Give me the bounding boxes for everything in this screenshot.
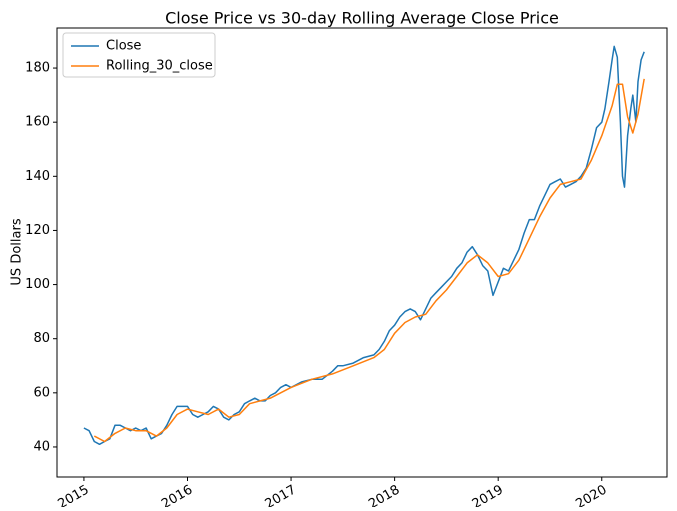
plot-frame xyxy=(56,27,668,478)
y-tick-label: 160 xyxy=(25,115,50,130)
x-tick-label: 2015 xyxy=(56,483,92,507)
x-tick-label: 2020 xyxy=(573,483,609,507)
line-series xyxy=(93,78,645,443)
x-tick-label: 2019 xyxy=(470,483,506,507)
y-tick-label: 40 xyxy=(33,439,50,454)
x-tick-label: 2017 xyxy=(263,483,299,507)
y-tick-label: 120 xyxy=(25,223,50,238)
y-tick-label: 80 xyxy=(33,331,50,346)
chart-title: Close Price vs 30-day Rolling Average Cl… xyxy=(165,9,559,28)
line-series xyxy=(83,45,645,446)
x-tick-label: 2018 xyxy=(366,483,402,507)
y-tick-label: 140 xyxy=(25,169,50,184)
y-axis-label: US Dollars xyxy=(10,218,25,285)
legend-box xyxy=(62,32,216,78)
y-tick-label: 60 xyxy=(33,385,50,400)
y-tick-label: 100 xyxy=(25,277,50,292)
x-tick-label: 2016 xyxy=(159,483,195,507)
legend-label: Close xyxy=(106,39,141,54)
legend-label: Rolling_30_close xyxy=(106,59,213,74)
y-tick-label: 180 xyxy=(25,61,50,76)
